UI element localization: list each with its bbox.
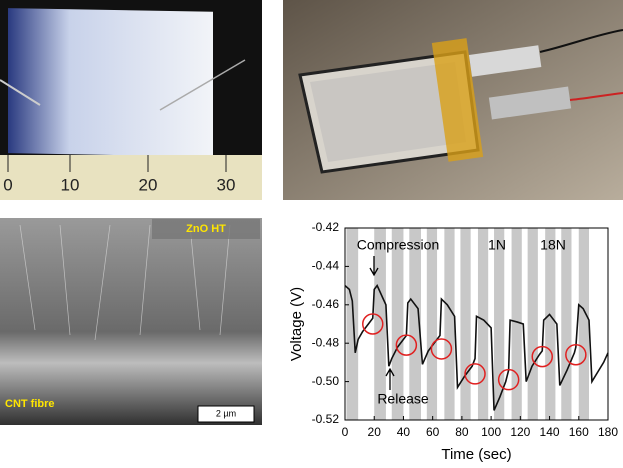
shaded-interval: [511, 228, 522, 420]
shaded-interval: [444, 228, 455, 420]
shaded-interval: [374, 228, 386, 420]
x-tick-label: 180: [598, 425, 618, 439]
highlight-circle: [497, 368, 520, 391]
y-tick-label: -0.42: [312, 220, 340, 234]
x-axis-label: Time (sec): [441, 446, 511, 463]
highlight-circle: [464, 363, 486, 385]
shaded-interval: [460, 228, 471, 420]
ruler-label: 20: [139, 175, 158, 194]
y-tick-label: -0.46: [312, 297, 340, 311]
annotation: 18N: [540, 237, 566, 253]
shaded-interval: [391, 228, 404, 420]
x-tick-label: 20: [368, 425, 382, 439]
shaded-interval: [578, 228, 590, 420]
highlight-circle: [395, 334, 418, 356]
annotation: Compression: [357, 237, 439, 253]
ruler-label: 10: [61, 175, 80, 194]
y-tick-label: -0.50: [312, 374, 340, 388]
x-tick-label: 120: [510, 425, 530, 439]
shaded-interval: [426, 228, 438, 420]
data-line: [344, 284, 609, 411]
chart: -0.52 -0.50 -0.48 -0.46 -0.44 -0.42 0 20 40 60 80 1…: [288, 220, 618, 463]
sem-label: CNT fibre: [5, 398, 55, 410]
x-tick-label: 100: [481, 425, 501, 439]
y-tick-label: -0.48: [312, 335, 340, 349]
highlight-circle: [565, 343, 587, 366]
y-tick-label: -0.44: [312, 259, 340, 273]
y-axis-label: Voltage (V): [288, 287, 305, 361]
shaded-interval: [409, 228, 421, 420]
x-tick-label: 0: [342, 425, 349, 439]
x-tick-label: 160: [569, 425, 589, 439]
x-tick-label: 40: [397, 425, 411, 439]
ruler-label: 0: [3, 175, 12, 194]
photo-device: [283, 0, 623, 200]
annotation: 1N: [488, 237, 506, 253]
photo-foil: [0, 0, 262, 200]
x-tick-label: 80: [455, 425, 469, 439]
shaded-interval: [346, 228, 359, 420]
shaded-interval: [477, 228, 489, 420]
arrow: [385, 367, 395, 390]
highlight-circle: [362, 313, 384, 335]
plot-frame: [344, 227, 609, 421]
scale-bar-label: 2 µm: [216, 408, 236, 418]
shaded-interval: [561, 228, 572, 420]
highlight-circle: [430, 338, 453, 360]
sem-label: ZnO HT: [186, 223, 226, 235]
shaded-interval: [494, 228, 505, 420]
shaded-interval: [545, 228, 556, 420]
ruler-label: 30: [217, 175, 236, 194]
x-tick-label: 60: [426, 425, 440, 439]
y-tick-label: -0.52: [312, 412, 340, 426]
x-tick-label: 140: [540, 425, 560, 439]
sem-image: [0, 218, 262, 425]
annotation: Release: [377, 391, 429, 407]
arrow: [369, 256, 379, 277]
highlight-circle: [531, 345, 553, 368]
shaded-interval: [527, 228, 538, 420]
